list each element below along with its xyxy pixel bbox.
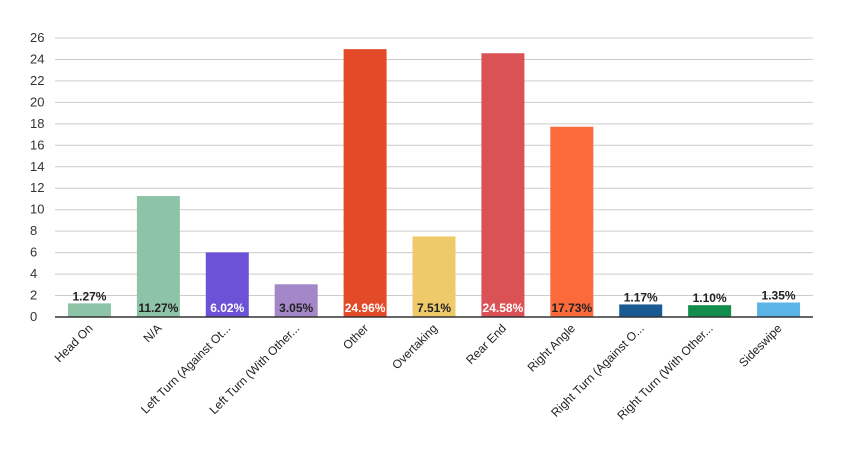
- y-tick-label: 22: [30, 73, 44, 88]
- bar: [757, 302, 801, 317]
- bar: [481, 53, 525, 317]
- y-tick-label: 2: [30, 288, 37, 303]
- y-tick-label: 18: [30, 116, 44, 131]
- x-category-label: Right Angle: [525, 321, 579, 375]
- bar: [412, 236, 456, 317]
- bar: [136, 196, 180, 317]
- data-label: 7.51%: [417, 301, 451, 315]
- data-labels: 1.27% 11.27% 6.02% 3.05% 24.96% 7.51% 24.58% 17…: [72, 289, 795, 315]
- y-tick-label: 8: [30, 223, 37, 238]
- gridlines: [55, 37, 813, 297]
- x-category-label: Head On: [52, 321, 96, 365]
- data-label: 11.27%: [138, 301, 178, 315]
- data-label: 1.17%: [624, 290, 658, 304]
- y-tick-label: 14: [30, 159, 44, 174]
- y-tick-label: 24: [30, 51, 44, 66]
- bar: [619, 304, 663, 317]
- bar: [688, 305, 732, 317]
- x-category-label: N/A: [140, 321, 164, 345]
- data-label: 3.05%: [279, 301, 313, 315]
- bars: [67, 49, 801, 317]
- y-tick-label: 12: [30, 180, 44, 195]
- data-label: 24.58%: [483, 301, 524, 315]
- bar: [343, 49, 387, 317]
- y-tick-label: 4: [30, 266, 37, 281]
- x-category-label: Other: [340, 321, 371, 352]
- y-tick-label: 0: [30, 309, 37, 324]
- y-tick-label: 6: [30, 245, 37, 260]
- bar: [67, 303, 111, 317]
- data-label: 24.96%: [345, 301, 386, 315]
- data-label: 6.02%: [210, 301, 244, 315]
- y-tick-label: 10: [30, 202, 44, 217]
- data-label: 1.27%: [72, 289, 106, 303]
- bar: [274, 284, 318, 317]
- x-category-label: Rear End: [463, 321, 509, 367]
- data-label: 1.10%: [693, 291, 727, 305]
- bar: [205, 252, 249, 317]
- y-tick-label: 16: [30, 137, 44, 152]
- y-tick-label: 26: [30, 30, 44, 45]
- bar: [550, 126, 594, 317]
- data-label: 1.35%: [762, 289, 796, 303]
- x-category-label: Sideswipe: [736, 321, 785, 370]
- data-label: 17.73%: [551, 301, 592, 315]
- x-category-label: Overtaking: [389, 321, 440, 372]
- y-tick-label: 20: [30, 94, 44, 109]
